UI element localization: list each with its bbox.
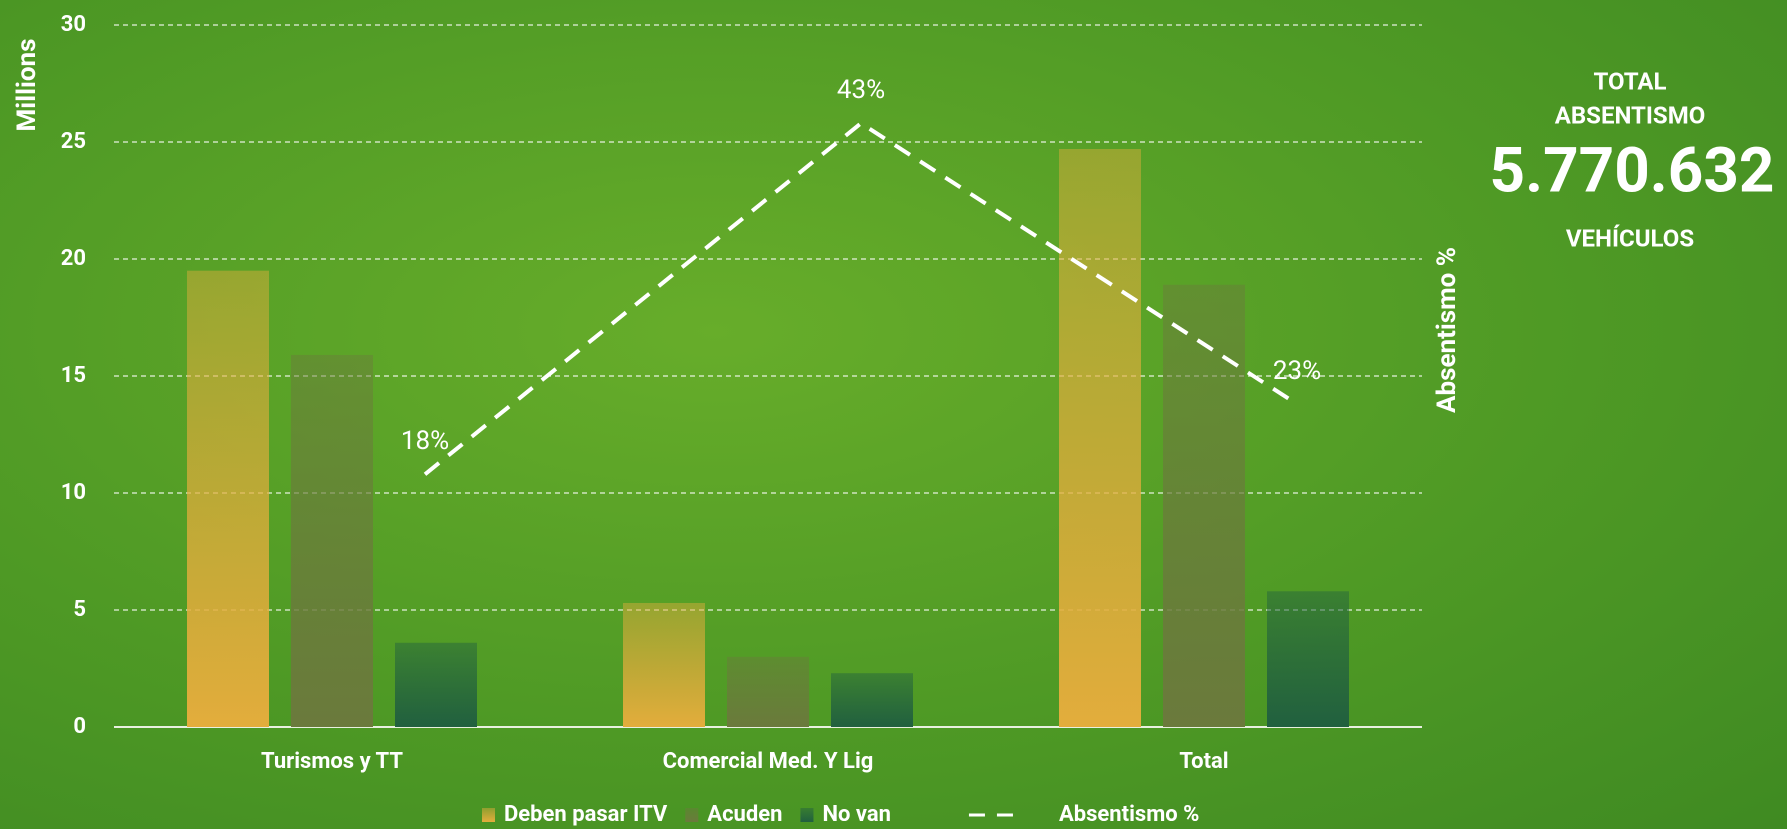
legend-swatch (800, 808, 813, 822)
bar (1267, 591, 1349, 727)
panel-title: ABSENTISMO (1555, 101, 1706, 129)
y2-axis-label: Absentismo % (1432, 247, 1462, 413)
bar (831, 673, 913, 727)
bar (395, 643, 477, 727)
summary-panel: TOTAL ABSENTISMO 5.770.632 VEHÍCULOS (1490, 67, 1775, 252)
y-tick-label: 20 (61, 246, 86, 271)
legend-swatch (685, 808, 698, 822)
y-axis-label: Millions (12, 39, 42, 132)
data-label: 18% (401, 426, 449, 456)
bar (1059, 149, 1141, 727)
x-tick-label: Comercial Med. Y Lig (663, 749, 874, 774)
bar (291, 355, 373, 727)
data-label: 23% (1273, 356, 1321, 386)
legend-label: Absentismo % (1059, 802, 1199, 827)
bar (727, 657, 809, 727)
panel-number: 5.770.632 (1490, 134, 1775, 207)
y-tick-label: 30 (61, 12, 86, 37)
y-tick-label: 10 (61, 480, 86, 505)
y-tick-label: 5 (73, 597, 86, 622)
y-tick-label: 15 (61, 363, 86, 388)
bar (623, 603, 705, 727)
data-label: 43% (837, 75, 885, 105)
x-tick-label: Total (1179, 749, 1228, 774)
panel-title: TOTAL (1593, 67, 1666, 95)
x-tick-label: Turismos y TT (261, 749, 403, 774)
legend-swatch (482, 808, 495, 822)
y-tick-label: 25 (61, 129, 86, 154)
panel-subtitle: VEHÍCULOS (1566, 224, 1694, 252)
y-tick-label: 0 (73, 714, 86, 739)
legend-label: Acuden (707, 802, 782, 827)
legend-label: No van (822, 802, 891, 827)
legend-label: Deben pasar ITV (504, 802, 668, 827)
chart: Millions Absentismo % TOTAL ABSENTISMO 5… (0, 0, 1787, 829)
bar (187, 271, 269, 727)
bar (1163, 285, 1245, 727)
